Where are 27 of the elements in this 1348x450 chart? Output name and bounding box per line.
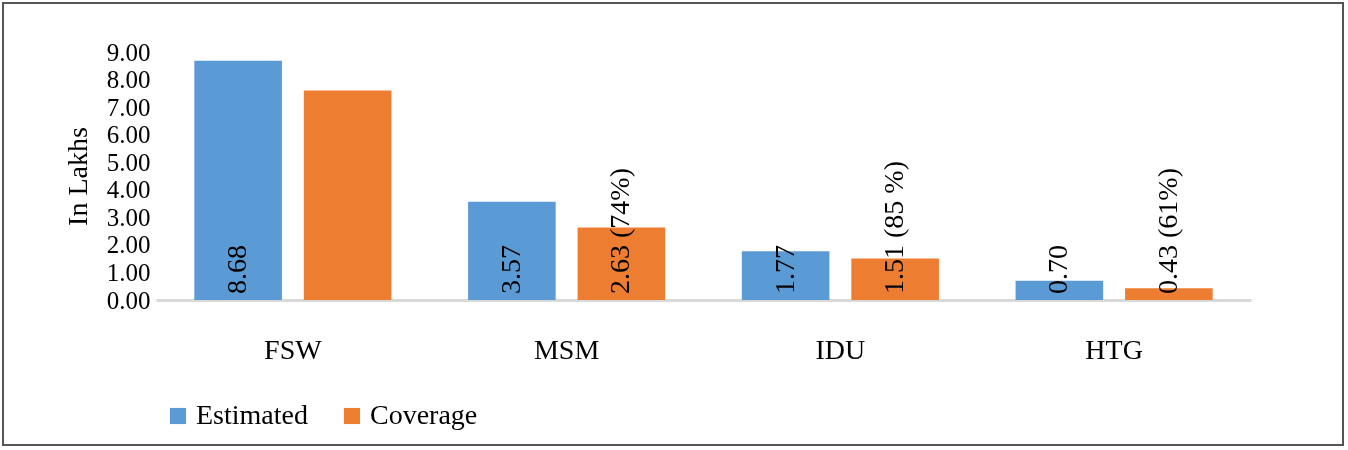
y-tick-label: 2.00	[106, 231, 151, 259]
data-label: 1.77	[768, 245, 800, 294]
legend-label: Coverage	[370, 399, 478, 430]
y-tick-label: 0.00	[106, 286, 151, 314]
bar	[194, 60, 282, 300]
data-label: 3.57	[494, 245, 526, 294]
y-tick-label: 1.00	[106, 258, 151, 286]
y-tick-label: 5.00	[106, 148, 151, 176]
y-tick-label: 3.00	[106, 203, 151, 231]
y-tick-label: 9.00	[106, 38, 151, 66]
x-tick-label: MSM	[533, 333, 600, 365]
bar	[468, 201, 556, 300]
x-tick-label: HTG	[1085, 333, 1143, 365]
x-tick-label: FSW	[264, 333, 323, 365]
data-label: 2.63 (74%)	[604, 168, 636, 294]
y-axis-title: In Lakhs	[61, 127, 93, 226]
data-label: 8.68	[221, 245, 253, 294]
legend-label: Estimated	[196, 399, 308, 430]
data-label: 0.70	[1042, 245, 1074, 294]
x-tick-label: IDU	[815, 333, 866, 365]
y-tick-label: 7.00	[106, 93, 151, 121]
data-label: 1.51 (85 %)	[878, 161, 910, 294]
y-tick-label: 6.00	[106, 121, 151, 149]
bar	[303, 90, 392, 300]
y-tick-label: 4.00	[106, 176, 151, 204]
y-tick-label: 8.00	[106, 66, 151, 94]
data-label: 0.43 (61%)	[1151, 168, 1183, 294]
